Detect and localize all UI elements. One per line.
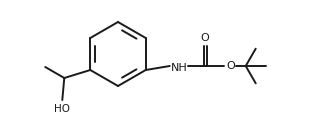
- Text: NH: NH: [171, 63, 188, 73]
- Text: O: O: [226, 61, 235, 71]
- Text: O: O: [201, 33, 210, 43]
- Text: HO: HO: [54, 104, 70, 114]
